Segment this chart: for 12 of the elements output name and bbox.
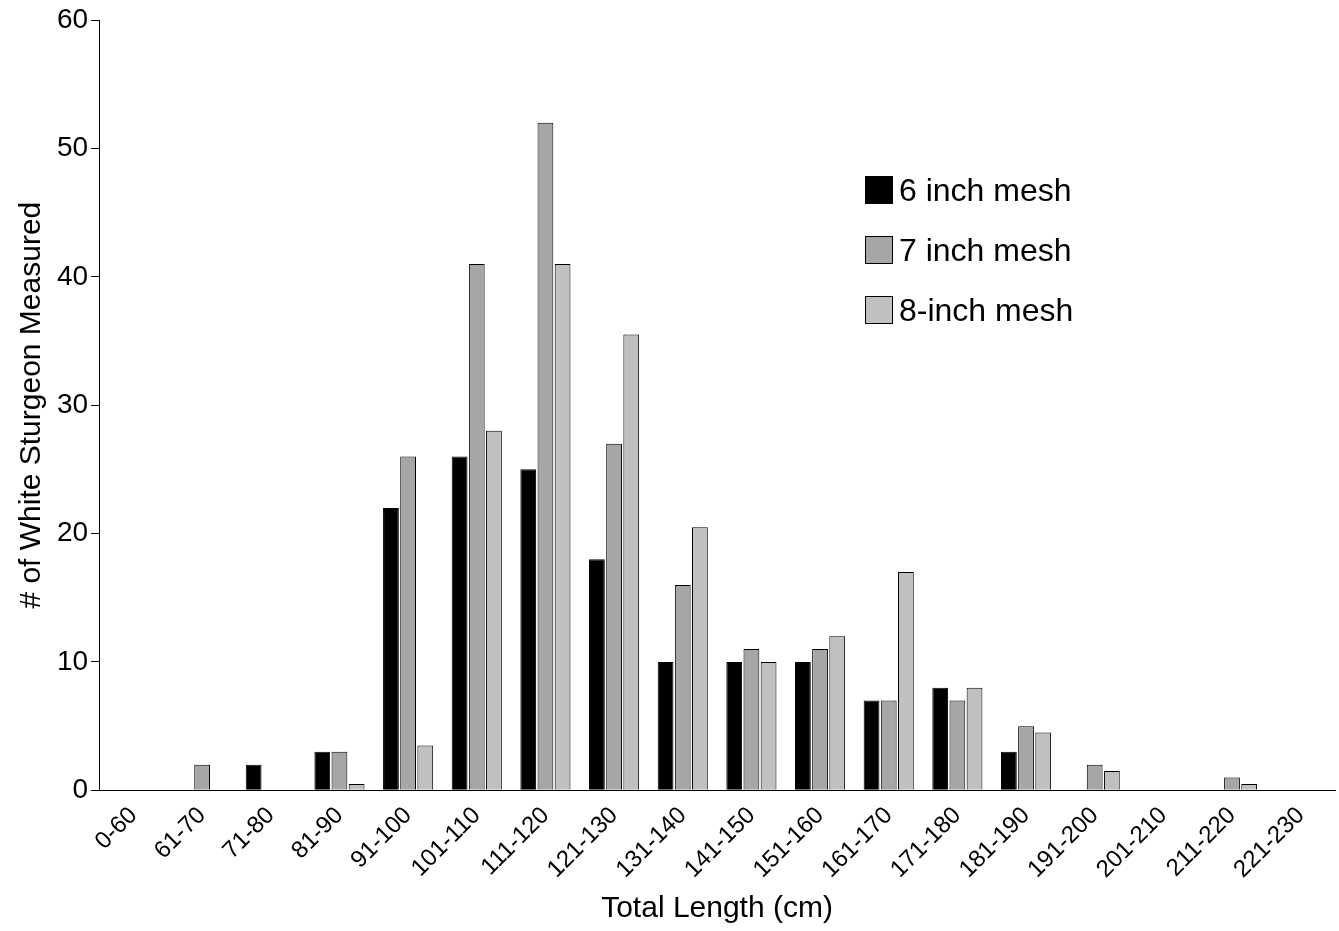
y-tick-label: 30 xyxy=(56,387,89,419)
y-tick-label: 40 xyxy=(56,259,89,291)
y-tick-label: 10 xyxy=(56,644,89,676)
y-tick-label: 20 xyxy=(56,516,89,548)
y-tick-label: 50 xyxy=(56,131,89,163)
x-axis-title: Total Length (cm) xyxy=(601,890,833,924)
y-axis-title: # of White Sturgeon Measured xyxy=(13,201,47,609)
legend-label: 6 inch mesh xyxy=(899,171,1072,209)
y-tick-label: 0 xyxy=(72,773,89,805)
y-tick-label: 60 xyxy=(56,2,89,34)
legend-label: 8-inch mesh xyxy=(899,291,1074,329)
legend-label: 7 inch mesh xyxy=(899,231,1072,269)
